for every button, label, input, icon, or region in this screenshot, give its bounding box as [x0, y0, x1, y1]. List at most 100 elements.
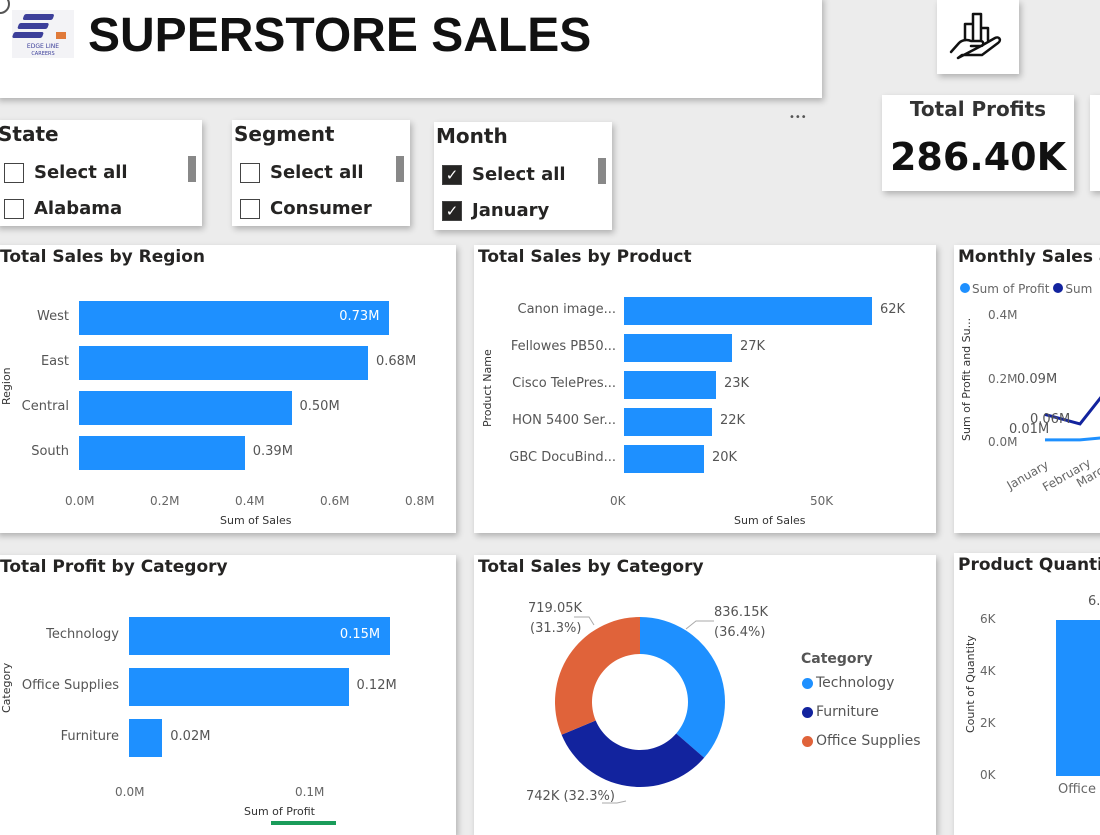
kpi-card-total-profits: Total Profits 286.40K	[882, 95, 1074, 191]
legend-item[interactable]: Office Supplies	[802, 733, 921, 749]
line-plot	[1044, 396, 1100, 442]
y-tick-label: 0.0M	[988, 435, 1018, 449]
data-label: 27K	[740, 339, 766, 354]
legend-title: Category	[801, 651, 873, 667]
legend: Sum of Profit Sum	[960, 282, 1096, 296]
scrollbar[interactable]	[396, 156, 404, 182]
category-label: Central	[21, 399, 69, 414]
legend-label: Sum	[1065, 282, 1093, 296]
checkbox[interactable]	[4, 198, 24, 219]
donut-slice-technology[interactable]	[640, 617, 725, 758]
data-label: 719.05K	[528, 601, 583, 616]
checkbox[interactable]	[240, 198, 260, 219]
more-options-button[interactable]: •••	[789, 112, 807, 123]
svg-text:CAREERS: CAREERS	[31, 51, 54, 57]
data-label: 0.12M	[356, 678, 397, 693]
x-axis-label: Sum of Sales	[734, 514, 806, 527]
slicer-title: State	[0, 122, 59, 146]
bar	[624, 297, 872, 325]
y-axis-label: Product Name	[481, 349, 494, 427]
kpi-card-partial	[1090, 95, 1100, 191]
x-tick-label: Office Supplies	[1058, 782, 1100, 797]
data-label: 0.15M	[339, 627, 381, 642]
category-label: Office Supplies	[21, 678, 119, 693]
chart-title: Total Profit by Category	[0, 557, 228, 577]
checkbox[interactable]: ✓	[442, 200, 462, 221]
page-title: SUPERSTORE SALES	[88, 9, 592, 62]
bar	[79, 391, 292, 425]
x-tick-label: 50K	[810, 494, 834, 508]
bar	[624, 334, 732, 362]
category-label: South	[31, 444, 69, 459]
slicer-option[interactable]: ✓ January	[442, 200, 549, 221]
data-label: 23K	[724, 376, 750, 391]
slicer-title: Segment	[234, 122, 335, 146]
y-tick-label: 2K	[980, 716, 996, 730]
slicer-option[interactable]: Select all	[4, 162, 128, 183]
category-label: Fellowes PB50...	[510, 339, 616, 354]
x-tick-label: 0.2M	[150, 494, 180, 508]
scrollbar[interactable]	[188, 156, 196, 182]
legend-item[interactable]: Furniture	[802, 704, 879, 720]
slicer-option[interactable]: Select all	[240, 162, 364, 183]
y-tick-label: 0.4M	[988, 308, 1018, 322]
bar	[79, 346, 368, 380]
category-label: GBC DocuBind...	[509, 450, 616, 465]
donut-slice-office-supplies[interactable]	[555, 617, 640, 735]
slicer-option-label: Consumer	[270, 198, 372, 219]
data-label: 836.15K	[714, 605, 769, 620]
category-label: Technology	[46, 627, 119, 642]
chart-title: Total Sales by Product	[478, 247, 692, 267]
leader-line	[574, 616, 595, 626]
checkbox[interactable]: ✓	[442, 164, 462, 185]
slicer-option-label: January	[472, 200, 550, 221]
legend-label: Technology	[816, 675, 895, 691]
slicer-segment: Segment Select all Consumer	[232, 120, 410, 226]
slicer-option-label: Alabama	[34, 198, 123, 219]
slicer-option-label: Select all	[472, 164, 566, 185]
data-label: 22K	[720, 413, 746, 428]
hand-chart-icon	[949, 12, 1002, 60]
slicer-option[interactable]: ✓ Select all	[442, 164, 566, 185]
chart-title: Total Sales by Category	[478, 557, 704, 577]
kpi-value: 286.40K	[889, 135, 1067, 179]
x-tick-label: 0.6M	[320, 494, 350, 508]
series-line	[1044, 396, 1100, 426]
legend-label: Sum of Profit	[972, 282, 1050, 296]
series-line	[1045, 436, 1100, 442]
slicer-month: Month ✓ Select all ✓ January	[434, 122, 612, 230]
legend-item[interactable]: Technology	[802, 675, 894, 691]
x-tick-label: 0.4M	[235, 494, 265, 508]
x-axis-label: Sum of Profit	[244, 805, 315, 818]
category-label: Cisco TelePres...	[512, 376, 616, 391]
checkbox[interactable]	[240, 162, 260, 183]
checkbox[interactable]	[4, 162, 24, 183]
page-tab-indicator[interactable]	[271, 821, 336, 825]
data-label: 742K (32.3%)	[526, 789, 615, 804]
x-tick-label: 0.8M	[405, 494, 435, 508]
bar	[79, 301, 390, 335]
x-tick-label: 0.0M	[115, 785, 145, 799]
bar	[129, 719, 163, 757]
bar	[1056, 620, 1100, 776]
kpi-label: Total Profits	[909, 97, 1047, 121]
back-icon[interactable]	[0, 0, 10, 14]
bar	[129, 668, 349, 706]
bar	[79, 436, 245, 470]
category-label: East	[40, 354, 69, 369]
x-tick-label: 0K	[610, 494, 626, 508]
slicer-option[interactable]: Consumer	[240, 198, 372, 219]
chart-title: Total Sales by Region	[0, 247, 206, 267]
data-label: 0.68M	[376, 354, 417, 369]
leader-line	[602, 800, 627, 804]
x-tick-label: 0.0M	[65, 494, 95, 508]
scrollbar[interactable]	[598, 158, 606, 184]
donut-slice-furniture[interactable]	[561, 720, 705, 787]
category-label: West	[37, 309, 69, 324]
legend-marker	[802, 706, 813, 718]
data-label: 20K	[712, 450, 738, 465]
chart-sales-by-region: Total Sales by Region West 0.73M East 0.68M C…	[0, 245, 456, 533]
slicer-option-label: Select all	[34, 162, 128, 183]
slicer-option[interactable]: Alabama	[4, 198, 122, 219]
